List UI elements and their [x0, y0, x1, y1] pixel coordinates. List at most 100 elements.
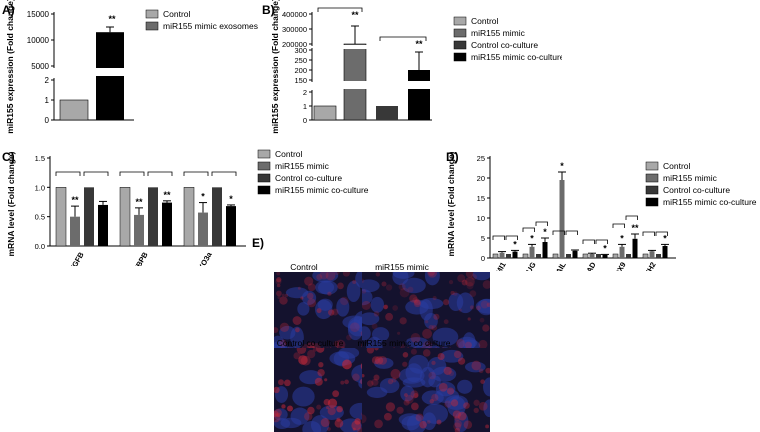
cytoplasm-stain [352, 373, 360, 382]
axis-break-gap [308, 46, 316, 48]
bar-mimic-coculture [408, 70, 430, 120]
nucleus-stain [346, 280, 361, 303]
y-axis-label: miR155 expression (Fold change) [5, 0, 15, 134]
category-label: BMI1 [491, 261, 508, 272]
cytoplasm-stain [278, 379, 284, 386]
bar-foxo3a-1 [198, 212, 208, 246]
nucleus-stain [274, 408, 288, 421]
nucleus-stain [366, 386, 388, 398]
y-tick-label: 400000 [282, 10, 307, 19]
bar-control [59, 99, 89, 121]
cytoplasm-stain [469, 290, 477, 297]
cytoplasm-stain [478, 339, 488, 349]
cytoplasm-stain [274, 327, 279, 334]
nucleus-stain [483, 377, 490, 397]
cytoplasm-stain [277, 295, 281, 300]
micrograph-mimic [362, 272, 490, 356]
nucleus-stain [421, 390, 444, 405]
micrograph-label-mimic-coculture: miR155 mimic co culture [357, 338, 451, 348]
cytoplasm-stain [392, 305, 399, 311]
y-tick-label: 15000 [27, 10, 50, 19]
cytoplasm-stain [383, 412, 392, 421]
nucleus-stain [405, 337, 429, 348]
cytoplasm-stain [324, 378, 328, 382]
bar-ecad-2 [596, 254, 601, 258]
nucleus-stain [419, 298, 444, 310]
y-tick-label: 1.0 [35, 183, 45, 192]
cytoplasm-stain [453, 350, 462, 359]
legend-label: Control co-culture [663, 185, 730, 195]
panel-label-d: D) [446, 150, 459, 164]
cytoplasm-stain [307, 283, 316, 292]
legend-label: miR155 mimic [471, 28, 526, 38]
cytoplasm-stain [279, 339, 287, 347]
significance-marker: ** [135, 197, 143, 207]
bar-sox9-1 [619, 246, 625, 258]
cytoplasm-stain [467, 317, 471, 321]
cytoplasm-stain [428, 371, 437, 380]
bar-mimic-exosomes [96, 32, 124, 121]
comparison-bracket [522, 227, 535, 232]
panel-label-e: E) [252, 236, 264, 250]
cytoplasm-stain [362, 414, 367, 424]
cytoplasm-stain [327, 398, 338, 408]
cytoplasm-stain [479, 317, 485, 323]
y-tick-label: 300 [294, 46, 307, 55]
comparison-bracket [55, 171, 81, 176]
bar-sox9-0 [612, 253, 619, 259]
comparison-bracket [535, 221, 548, 226]
cytoplasm-stain [443, 319, 449, 325]
cytoplasm-stain [307, 406, 315, 415]
y-tick-label: 0.0 [35, 242, 45, 251]
y-tick-label: 2 [45, 76, 50, 85]
cytoplasm-stain [453, 291, 458, 296]
cytoplasm-stain [412, 297, 419, 304]
cytoplasm-stain [431, 360, 436, 366]
significance-marker: * [560, 161, 564, 171]
category-label: CEBPB [129, 250, 150, 266]
cytoplasm-stain [463, 420, 473, 429]
cytoplasm-stain [362, 373, 365, 378]
legend-swatch [257, 149, 271, 159]
bar-ezh2-2 [656, 254, 661, 258]
cytoplasm-stain [385, 284, 393, 291]
comparison-bracket [183, 171, 209, 176]
cytoplasm-stain [436, 419, 442, 425]
cytoplasm-stain [352, 427, 356, 431]
cytoplasm-stain [478, 368, 484, 374]
significance-marker: * [663, 233, 667, 243]
cytoplasm-stain [454, 415, 460, 422]
cytoplasm-stain [466, 282, 474, 290]
cytoplasm-stain [425, 320, 429, 324]
cytoplasm-stain [346, 334, 352, 341]
chart-b: miR155 expression (Fold change) 012150200… [270, 0, 562, 134]
cytoplasm-stain [399, 287, 410, 298]
cytoplasm-stain [281, 293, 285, 297]
cytoplasm-stain [375, 272, 381, 277]
panel-label-a: A) [2, 3, 15, 17]
cytoplasm-stain [279, 322, 290, 333]
legend-label: miR155 mimic exosomes [163, 21, 258, 31]
cytoplasm-stain [325, 272, 336, 281]
y-axis-label: mRNA level (Fold change) [446, 151, 456, 256]
nucleus-stain [454, 411, 469, 432]
y-tick-label: 200000 [282, 40, 307, 49]
micrograph-label-control-coculture: Control co culture [276, 338, 344, 348]
cytoplasm-stain [362, 278, 365, 284]
legend-swatch [257, 185, 271, 195]
y-tick-label: 2 [303, 88, 307, 97]
cytoplasm-stain [432, 296, 437, 301]
y-tick-label: 200 [294, 66, 307, 75]
cytoplasm-stain [409, 294, 418, 303]
cytoplasm-stain [415, 413, 424, 422]
y-tick-label: 10 [477, 214, 485, 223]
cytoplasm-stain [362, 289, 367, 294]
y-tick-label: 300000 [282, 25, 307, 34]
y-tick-label: 5 [481, 234, 485, 243]
legend-swatch [645, 197, 659, 207]
cytoplasm-stain [316, 348, 325, 353]
panel-label-c: C) [2, 150, 15, 164]
cytoplasm-stain [319, 272, 329, 280]
cytoplasm-stain [480, 379, 485, 384]
bar-bmi1-0 [492, 253, 499, 259]
